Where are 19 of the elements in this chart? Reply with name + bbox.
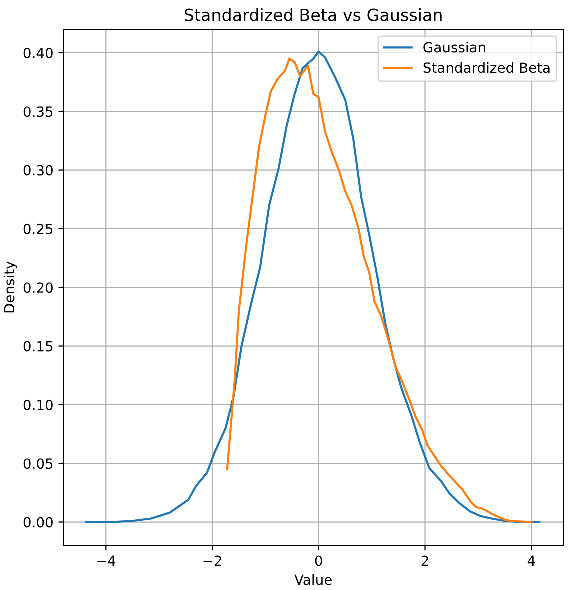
legend-label: Gaussian <box>424 42 486 53</box>
x-axis-title: Value <box>294 574 332 586</box>
x-tick-label: −2 <box>204 556 222 566</box>
y-tick-label: 0.40 <box>24 48 53 58</box>
chart-title: Standardized Beta vs Gaussian <box>184 8 442 22</box>
y-tick-label: 0.10 <box>24 400 53 410</box>
x-tick-label: 4 <box>528 556 536 566</box>
y-tick-label: 0.05 <box>24 458 53 470</box>
y-tick-label: 0.25 <box>24 224 53 234</box>
y-tick-label: 0.30 <box>24 165 53 176</box>
legend-label: Standardized Beta <box>424 62 550 74</box>
x-tick-label: −4 <box>97 556 116 566</box>
y-axis-title: Density <box>4 262 18 313</box>
y-tick-label: 0.15 <box>24 341 53 352</box>
y-tick-label: 0.35 <box>24 106 53 118</box>
x-tick-label: 0 <box>315 556 322 566</box>
y-tick-label: 0.00 <box>24 517 53 528</box>
x-tick-label: 2 <box>422 556 428 566</box>
y-tick-label: 0.20 <box>24 282 53 294</box>
